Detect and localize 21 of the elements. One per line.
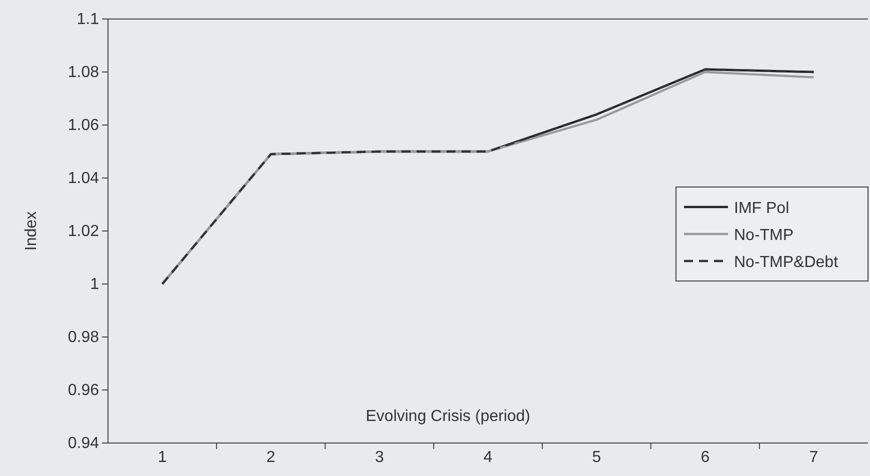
y-tick-label: 0.94 [68, 435, 100, 452]
legend-label: IMF Pol [734, 200, 790, 217]
x-axis-title: Evolving Crisis (period) [366, 408, 530, 425]
x-tick-label: 5 [592, 449, 602, 466]
x-tick-label: 7 [809, 449, 818, 466]
y-tick-label: 1.02 [68, 223, 100, 240]
y-tick-label: 1.1 [76, 11, 100, 28]
legend-label: No-TMP [734, 227, 794, 244]
y-tick-label: 0.96 [68, 382, 100, 400]
y-axis-title: Index [23, 211, 40, 251]
y-tick-label: 0.98 [68, 329, 100, 346]
legend-label: No-TMP&Debt [734, 254, 839, 271]
y-tick-label: 1.04 [68, 170, 100, 188]
x-tick-label: 3 [374, 449, 384, 466]
y-tick-label: 1.08 [68, 64, 100, 82]
x-tick-label: 6 [700, 449, 710, 466]
y-tick-label: 1.06 [68, 117, 100, 134]
x-tick-label: 2 [266, 449, 276, 466]
x-tick-label: 4 [484, 449, 493, 466]
y-tick-label: 1 [90, 276, 100, 294]
x-tick-label: 1 [158, 449, 167, 466]
